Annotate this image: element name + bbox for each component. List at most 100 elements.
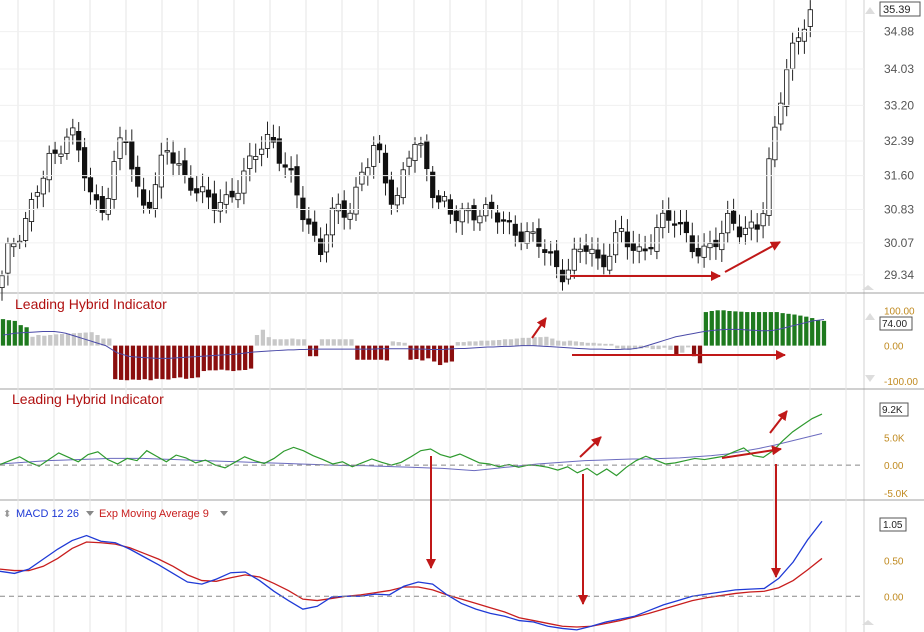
histogram-bar (77, 332, 82, 346)
histogram-bar (113, 345, 118, 380)
last-price-label: 35.39 (883, 4, 911, 16)
histogram-bar (591, 342, 596, 346)
histogram-bar (254, 335, 260, 346)
osc-breakout-arrow (769, 410, 788, 434)
histogram-bar (308, 345, 313, 357)
candle-body (164, 150, 170, 153)
candle-body (683, 221, 690, 234)
histogram-bar (420, 345, 425, 361)
histogram-bar (567, 340, 573, 346)
candle-body (536, 228, 542, 247)
macd-legend-label[interactable]: MACD 12 26 (16, 508, 79, 520)
histogram-bar (166, 345, 171, 380)
candle-body (666, 210, 672, 221)
candle-body (618, 228, 625, 232)
price-breakout-arrow (724, 241, 781, 273)
candle-body (583, 245, 589, 252)
candle-body (34, 192, 41, 197)
hist-last-box (879, 316, 913, 331)
histogram-bar (296, 339, 301, 346)
histogram-bar (408, 345, 413, 360)
histogram-bar (750, 312, 756, 346)
histogram-bar (124, 345, 130, 381)
candle-body (211, 193, 217, 211)
scroll-up-icon[interactable] (865, 7, 875, 14)
candle-body (11, 243, 17, 248)
candle-body (229, 190, 235, 198)
histogram-signal-line (2, 318, 825, 359)
histogram-bar (284, 339, 289, 346)
candle-body (270, 137, 277, 143)
hist-scroll-down-icon[interactable] (865, 375, 875, 382)
candle-body (524, 231, 530, 244)
price-tick-label: 30.07 (884, 236, 914, 250)
candle-body (235, 192, 241, 201)
candle-body (146, 201, 153, 209)
histogram-bar (183, 345, 189, 379)
histogram-bar (189, 345, 195, 379)
candle-body (748, 221, 754, 229)
candle-body (701, 245, 707, 258)
histogram-bar (148, 345, 153, 381)
histogram-bar (680, 345, 685, 353)
histogram-bar (597, 343, 602, 346)
histogram-bar (36, 335, 41, 346)
histogram-bar (792, 314, 797, 346)
candle-body (258, 148, 265, 155)
candle-body (441, 196, 448, 202)
histogram-bar (774, 312, 779, 346)
candle-body (353, 186, 359, 215)
candle-body (430, 171, 436, 198)
candle-body (5, 242, 11, 274)
histogram-bar (668, 345, 673, 350)
ema-legend-dropdown-icon[interactable] (220, 511, 228, 516)
histogram-bar (390, 341, 395, 346)
candle-body (778, 102, 784, 125)
candle-body (672, 223, 678, 226)
candle-body (111, 161, 117, 200)
histogram-bar (237, 345, 242, 371)
macd-collapse-icon[interactable] (862, 620, 874, 625)
histogram-bar (662, 345, 667, 348)
histogram-bar (319, 339, 325, 346)
candle-body (182, 160, 188, 176)
candle-body (294, 166, 300, 196)
candle-body (506, 220, 513, 223)
candle-body (695, 247, 701, 257)
histogram-bar (432, 345, 437, 362)
histogram-bar (89, 332, 94, 346)
histogram-bar (626, 345, 632, 350)
hist-scroll-up-icon[interactable] (865, 313, 875, 320)
candle-body (654, 227, 660, 252)
candle-body (376, 143, 383, 151)
oscillator-lines (0, 413, 823, 477)
candle-body (253, 156, 259, 160)
macd-drag-icon[interactable]: ⬍ (3, 509, 11, 520)
ema-legend-label[interactable]: Exp Moving Average 9 (99, 508, 209, 520)
candle-body (300, 197, 306, 221)
histogram-bar (248, 345, 254, 369)
macd-axis: 0.50 0.00 (0, 557, 904, 603)
histogram-bar (313, 345, 319, 357)
candle-body (636, 246, 642, 252)
candle-body (559, 269, 566, 283)
candle-body (176, 163, 182, 166)
candle-body (117, 137, 123, 159)
histogram-bar (225, 345, 230, 371)
macd-tick-label: 0.00 (884, 592, 904, 603)
candle-body (554, 250, 560, 268)
candle-body (365, 167, 371, 176)
histogram-bar (526, 337, 531, 346)
histogram-bar (130, 345, 136, 380)
candle-body (613, 232, 619, 256)
collapse-icon[interactable] (862, 285, 874, 290)
macd-legend-dropdown-icon[interactable] (86, 511, 94, 516)
candle-body (135, 166, 141, 187)
histogram-bar (219, 345, 224, 370)
histogram-bar (768, 312, 773, 346)
histogram-pane: Leading Hybrid Indicator 100.00 0.00 -100.… (0, 296, 918, 388)
histogram-bar (95, 335, 100, 346)
macd-line (0, 520, 823, 631)
candle-body (22, 218, 29, 241)
candle-body (158, 154, 164, 188)
